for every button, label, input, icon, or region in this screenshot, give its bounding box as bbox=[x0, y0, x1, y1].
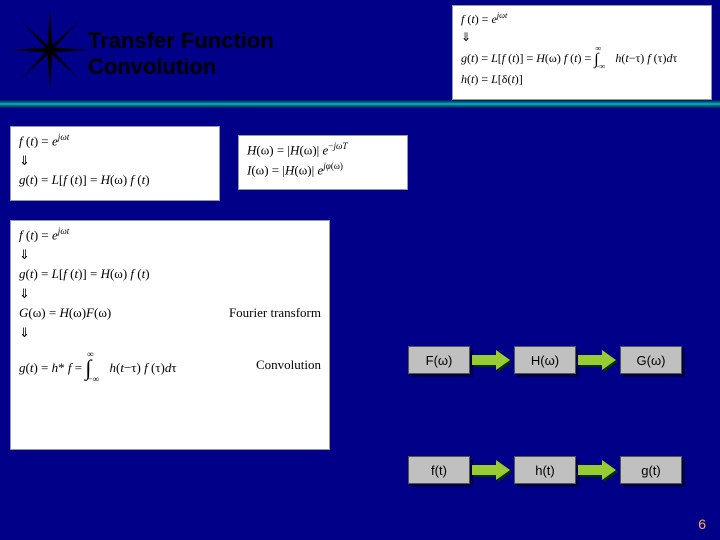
eq-label-fourier: Fourier transform bbox=[229, 303, 321, 323]
flow-box-f: f(t) bbox=[408, 456, 470, 484]
eq-line: ⇓ bbox=[19, 151, 211, 171]
title-line-2: Convolution bbox=[88, 54, 216, 79]
eq-line: G(ω) = H(ω)F(ω)Fourier transform bbox=[19, 303, 321, 323]
eq-line: ⇓ bbox=[19, 284, 321, 304]
eq-line: g(t) = L[f (t)] = H(ω) f (t) bbox=[19, 264, 321, 284]
eq-line: I(ω) = |H(ω)| ejφ(ω) bbox=[247, 160, 399, 180]
arrow-icon bbox=[578, 350, 618, 370]
arrow-icon bbox=[472, 460, 512, 480]
eq-line: h(t) = L[δ(t)] bbox=[461, 70, 703, 88]
eq-line: ⇓ bbox=[19, 245, 321, 265]
flow-box-F: F(ω) bbox=[408, 346, 470, 374]
eq-line: ⇓ bbox=[19, 323, 321, 343]
eq-box-top-right: f (t) = ejωt ⇓ g(t) = L[f (t)] = H(ω) f … bbox=[452, 5, 712, 100]
arrow-icon bbox=[578, 460, 618, 480]
eq-line: g(t) = L[f (t)] = H(ω) f (t) bbox=[19, 170, 211, 190]
star-logo bbox=[10, 10, 90, 90]
eq-line: f (t) = ejωt bbox=[461, 10, 703, 28]
slide-title: Transfer Function Convolution bbox=[88, 28, 274, 81]
page-number: 6 bbox=[698, 516, 706, 532]
eq-line: ⇓ bbox=[461, 28, 703, 46]
eq-box-mid-center: H(ω) = |H(ω)| e−jωT I(ω) = |H(ω)| ejφ(ω) bbox=[238, 135, 408, 190]
eq-line: H(ω) = |H(ω)| e−jωT bbox=[247, 140, 399, 160]
eq-label-convolution: Convolution bbox=[256, 355, 321, 375]
flow-box-g: g(t) bbox=[620, 456, 682, 484]
flow-row-frequency: F(ω) H(ω) G(ω) bbox=[408, 346, 682, 374]
flow-box-G: G(ω) bbox=[620, 346, 682, 374]
eq-line: f (t) = ejωt bbox=[19, 225, 321, 245]
eq-line: f (t) = ejωt bbox=[19, 131, 211, 151]
eq-line: g(t) = h* f = ∫−∞∞h(t−τ) f (τ)dτConvolut… bbox=[19, 348, 321, 381]
flow-box-h: h(t) bbox=[514, 456, 576, 484]
flow-row-time: f(t) h(t) g(t) bbox=[408, 456, 682, 484]
title-underline bbox=[0, 100, 720, 108]
flow-box-H: H(ω) bbox=[514, 346, 576, 374]
eq-box-mid-left: f (t) = ejωt ⇓ g(t) = L[f (t)] = H(ω) f … bbox=[10, 126, 220, 201]
eq-box-main: f (t) = ejωt ⇓ g(t) = L[f (t)] = H(ω) f … bbox=[10, 220, 330, 450]
eq-line: g(t) = L[f (t)] = H(ω) f (t) = ∫−∞∞h(t−τ… bbox=[461, 46, 703, 70]
title-line-1: Transfer Function bbox=[88, 28, 274, 53]
arrow-icon bbox=[472, 350, 512, 370]
